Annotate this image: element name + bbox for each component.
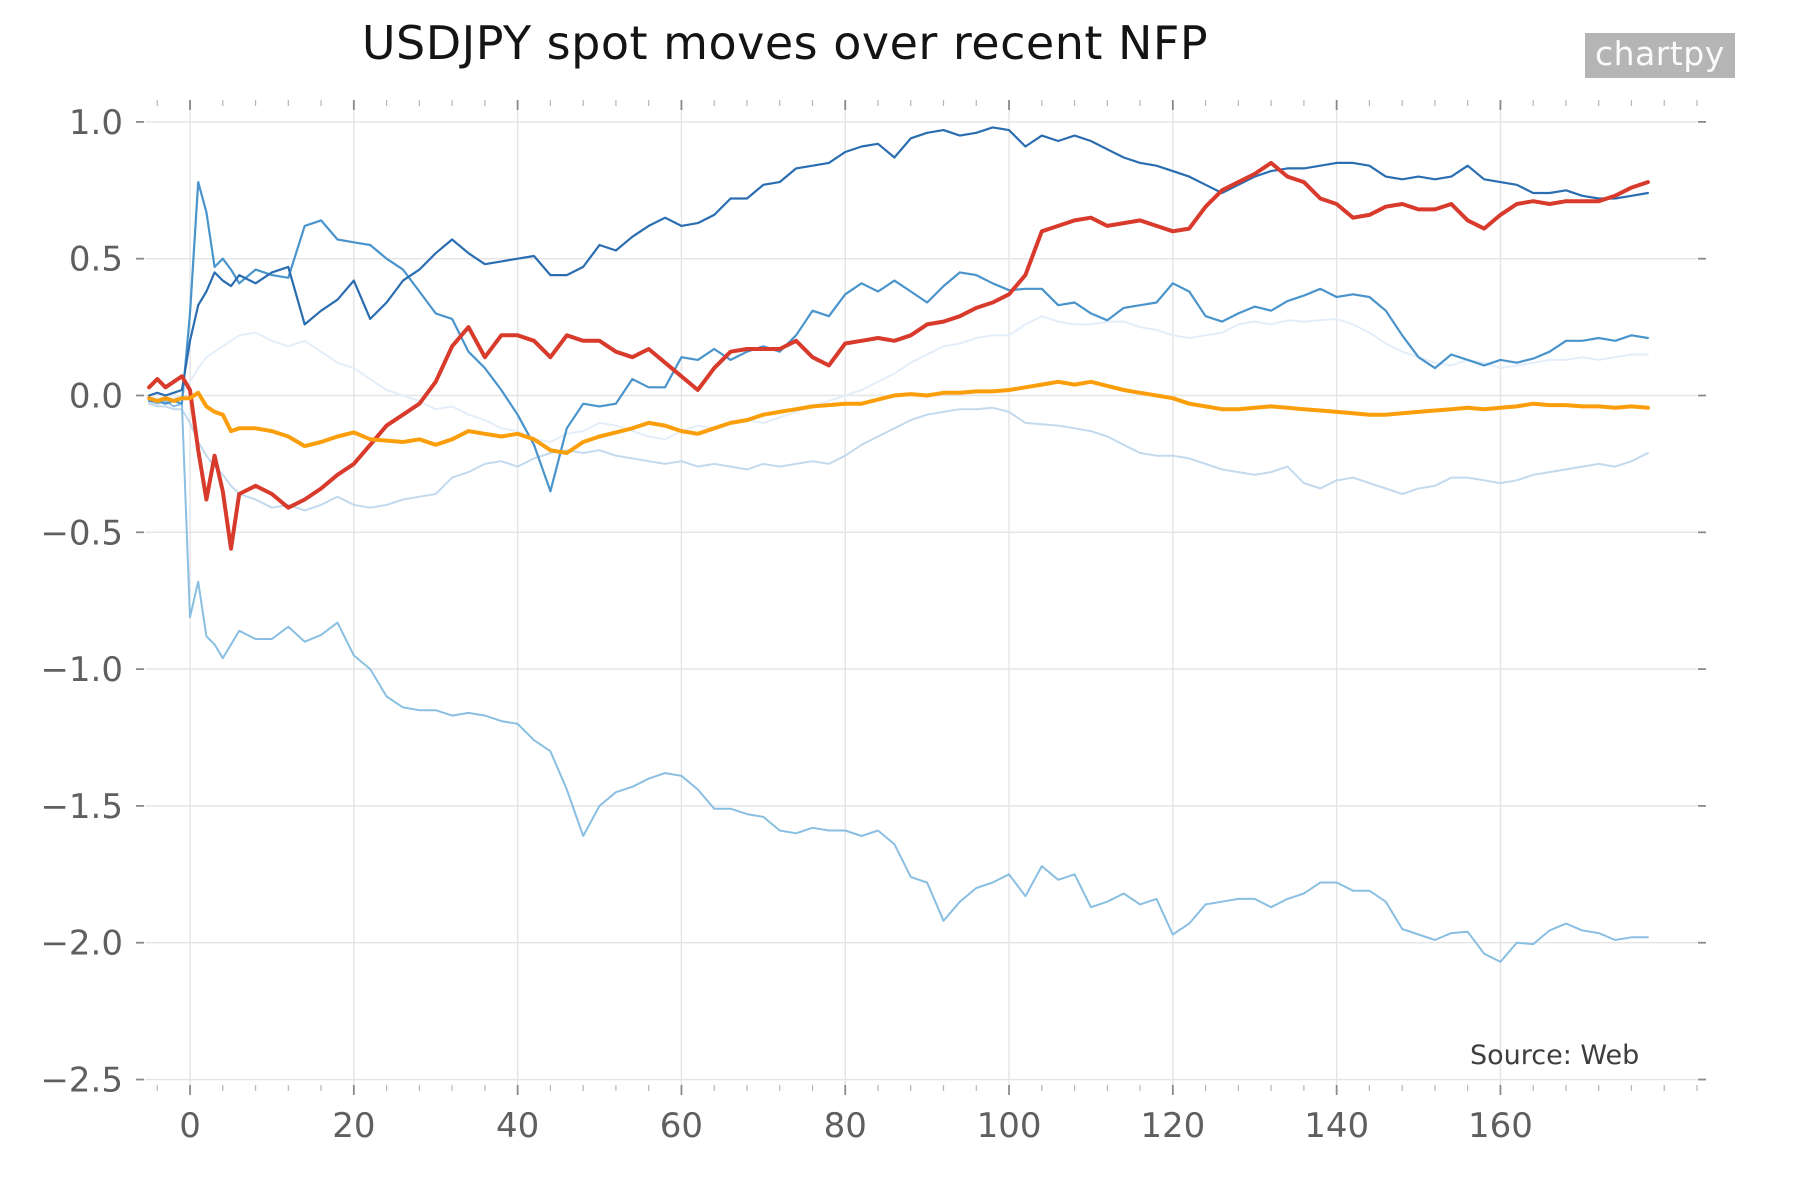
x-tick-label: 160 <box>1468 1106 1533 1146</box>
y-tick-label: 0.5 <box>69 240 123 280</box>
x-tick-label: 80 <box>824 1106 867 1146</box>
line-orange-average <box>147 379 1650 455</box>
x-tick-label: 140 <box>1304 1106 1369 1146</box>
y-tick-label: 0.0 <box>69 377 123 417</box>
x-tick-label: 40 <box>496 1106 539 1146</box>
y-tick-label: −1.0 <box>40 650 123 690</box>
x-tick-label: 0 <box>179 1106 201 1146</box>
line-blue-light <box>148 400 1649 963</box>
line-blue-medium <box>148 181 1650 493</box>
y-tick-label: −2.5 <box>40 1061 123 1101</box>
chartpy-watermark: chartpy <box>1585 33 1735 79</box>
line-red-latest <box>147 160 1650 551</box>
x-tick-label: 100 <box>977 1106 1042 1146</box>
line-blue-faintest <box>148 315 1649 443</box>
y-tick-label: −2.0 <box>40 924 123 964</box>
line-blue-pale <box>148 402 1649 512</box>
line-blue-dark <box>148 126 1650 397</box>
source-note: Source: Web <box>1470 1040 1640 1071</box>
page-title: USDJPY spot moves over recent NFP <box>361 16 1209 70</box>
x-tick-label: 120 <box>1140 1106 1205 1146</box>
x-tick-label: 20 <box>332 1106 375 1146</box>
y-tick-label: 1.0 <box>69 103 123 143</box>
x-tick-label: 60 <box>660 1106 703 1146</box>
y-tick-label: −0.5 <box>40 513 123 553</box>
y-tick-label: −1.5 <box>40 787 123 827</box>
